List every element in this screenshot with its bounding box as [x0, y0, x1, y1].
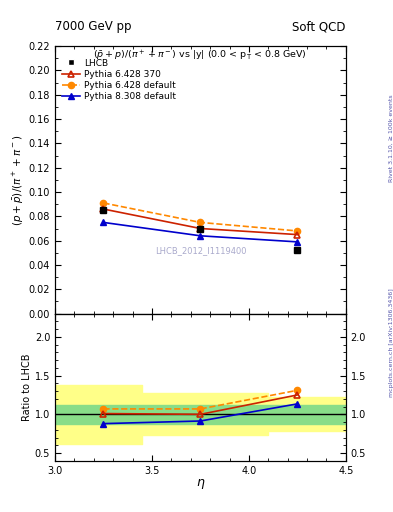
Text: Soft QCD: Soft QCD — [292, 20, 346, 33]
Legend: LHCB, Pythia 6.428 370, Pythia 6.428 default, Pythia 8.308 default: LHCB, Pythia 6.428 370, Pythia 6.428 def… — [62, 58, 176, 101]
Y-axis label: Ratio to LHCB: Ratio to LHCB — [22, 353, 32, 421]
X-axis label: $\eta$: $\eta$ — [196, 477, 205, 491]
Text: LHCB_2012_I1119400: LHCB_2012_I1119400 — [155, 246, 246, 255]
Y-axis label: $(p+\bar{p})/(\pi^+ + \pi^-)$: $(p+\bar{p})/(\pi^+ + \pi^-)$ — [11, 134, 26, 225]
Text: 7000 GeV pp: 7000 GeV pp — [55, 20, 132, 33]
Text: $(\bar{p}+p)/(\pi^++\pi^-)$ vs |y| (0.0 < p$_\mathrm{T}$ < 0.8 GeV): $(\bar{p}+p)/(\pi^++\pi^-)$ vs |y| (0.0 … — [94, 49, 307, 63]
Text: Rivet 3.1.10, ≥ 100k events: Rivet 3.1.10, ≥ 100k events — [389, 94, 393, 182]
Text: mcplots.cern.ch [arXiv:1306.3436]: mcplots.cern.ch [arXiv:1306.3436] — [389, 289, 393, 397]
